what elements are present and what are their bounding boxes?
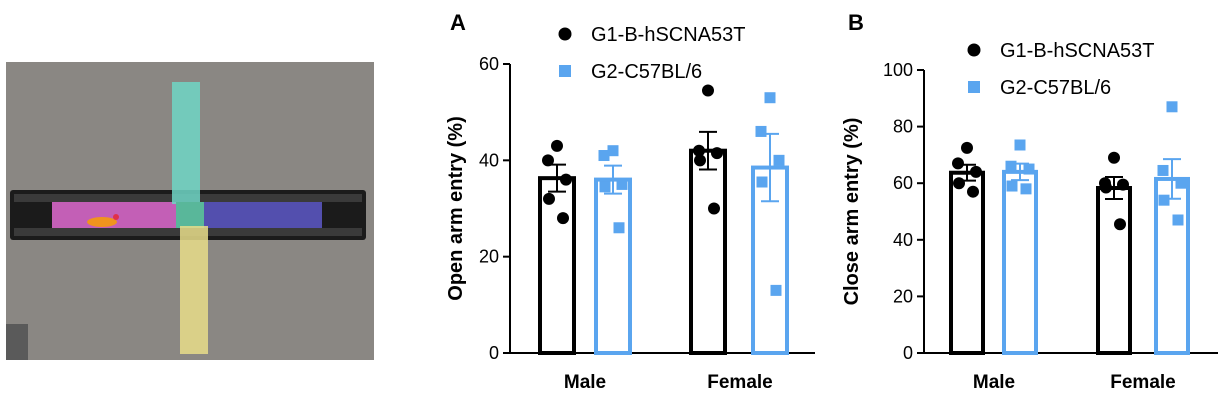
closed-arm-right <box>204 202 322 228</box>
legend-label-g1: G1-B-hSCNA53T <box>1000 40 1155 62</box>
data-point-g2 <box>1020 183 1032 195</box>
data-point-g2 <box>607 145 619 157</box>
data-point-g2 <box>1175 177 1187 189</box>
category-label: Female <box>707 372 772 393</box>
data-point-g2 <box>756 176 768 188</box>
data-point-g1 <box>961 141 973 154</box>
bar-female-g2 <box>1154 176 1190 355</box>
y-tick-label: 100 <box>883 60 913 80</box>
data-point-g2 <box>770 284 782 296</box>
open-arm-top <box>172 82 200 204</box>
data-point-g2 <box>613 222 625 234</box>
data-point-g1 <box>1100 181 1112 194</box>
mouse-icon <box>87 217 117 227</box>
y-tick-label: 0 <box>903 343 913 363</box>
data-point-g2 <box>1158 194 1170 206</box>
category-label: Male <box>973 372 1015 393</box>
panel-label: B <box>848 10 864 35</box>
data-point-g2 <box>599 181 611 193</box>
y-tick-label: 60 <box>893 173 913 193</box>
y-axis-title: Open arm entry (%) <box>445 116 467 300</box>
bar-male-g2 <box>594 177 632 355</box>
y-tick-label: 40 <box>479 150 499 170</box>
data-point-g1 <box>1117 178 1129 191</box>
panel-label: A <box>450 10 466 35</box>
legend-marker-g2 <box>968 81 980 93</box>
y-tick-label: 60 <box>479 54 499 74</box>
maze-center <box>176 202 204 228</box>
data-point-g1 <box>551 139 563 152</box>
legend-label-g2: G2-C57BL/6 <box>1000 77 1111 99</box>
data-point-g1 <box>543 192 555 205</box>
data-point-g2 <box>773 154 785 166</box>
data-point-g2 <box>1157 164 1169 176</box>
data-point-g2 <box>1014 139 1026 151</box>
data-point-g2 <box>616 178 628 190</box>
mouse-head-icon <box>113 214 119 220</box>
data-point-g2 <box>1166 101 1178 113</box>
data-point-g1 <box>1108 151 1120 164</box>
data-point-g1 <box>708 202 720 215</box>
data-point-g1 <box>560 173 572 186</box>
data-point-g2 <box>1005 160 1017 172</box>
y-tick-label: 80 <box>893 117 913 137</box>
data-point-g1 <box>953 177 965 190</box>
category-label: Male <box>564 372 606 393</box>
data-point-g2 <box>764 92 776 104</box>
data-point-g1 <box>1114 218 1126 231</box>
y-tick-label: 20 <box>479 247 499 267</box>
data-point-g1 <box>693 144 705 157</box>
y-tick-label: 0 <box>489 343 499 363</box>
data-point-g1 <box>702 84 714 97</box>
legend-marker-g2 <box>559 65 571 77</box>
category-label: Female <box>1110 372 1175 393</box>
data-point-g2 <box>1023 163 1035 175</box>
y-tick-label: 40 <box>893 230 913 250</box>
bar-female-g1 <box>1096 186 1132 355</box>
bar-male-g1 <box>538 176 576 355</box>
data-point-g2 <box>755 125 767 137</box>
y-axis-title: Close arm entry (%) <box>841 118 863 306</box>
data-point-g1 <box>952 157 964 170</box>
data-point-g2 <box>1172 214 1184 226</box>
legend-marker-g1 <box>967 43 981 57</box>
data-point-g1 <box>970 165 982 178</box>
maze-photo <box>6 62 374 360</box>
chart-panel-a: A 0 20 40 60 Open arm entry (%) Male Female G1-B… <box>445 10 815 393</box>
data-point-g2 <box>598 150 610 162</box>
chart-panel-b: B 0 20 40 60 80 100 Close arm entry (%) Male Fema… <box>841 10 1218 393</box>
legend-label-g2: G2-C57BL/6 <box>591 61 702 83</box>
legend-label-g1: G1-B-hSCNA53T <box>591 24 746 46</box>
data-point-g1 <box>557 212 569 225</box>
data-point-g2 <box>1006 180 1018 192</box>
bar-male-g2 <box>1002 169 1038 355</box>
legend-marker-g1 <box>558 27 572 41</box>
open-arm-bottom <box>180 226 208 354</box>
y-tick-label: 20 <box>893 286 913 306</box>
bar-male-g1 <box>949 170 985 355</box>
data-point-g1 <box>542 154 554 167</box>
data-point-g1 <box>711 147 723 160</box>
corner-object <box>6 324 28 360</box>
data-point-g1 <box>967 185 979 198</box>
data-point-g1 <box>694 154 706 167</box>
bar-female-g1 <box>689 148 727 355</box>
